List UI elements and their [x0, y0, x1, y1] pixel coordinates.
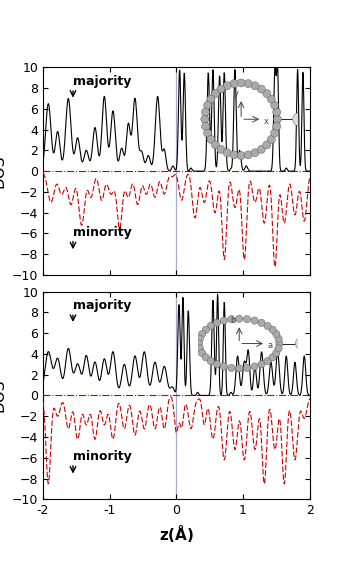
- Y-axis label: DOS: DOS: [0, 154, 6, 188]
- Text: majority: majority: [73, 75, 131, 88]
- Text: minority: minority: [73, 226, 132, 238]
- Text: minority: minority: [73, 450, 132, 463]
- X-axis label: $\mathbf{z}$$\mathbf{(\AA)}$: $\mathbf{z}$$\mathbf{(\AA)}$: [159, 523, 194, 544]
- Text: majority: majority: [73, 299, 131, 312]
- Y-axis label: DOS: DOS: [0, 379, 6, 412]
